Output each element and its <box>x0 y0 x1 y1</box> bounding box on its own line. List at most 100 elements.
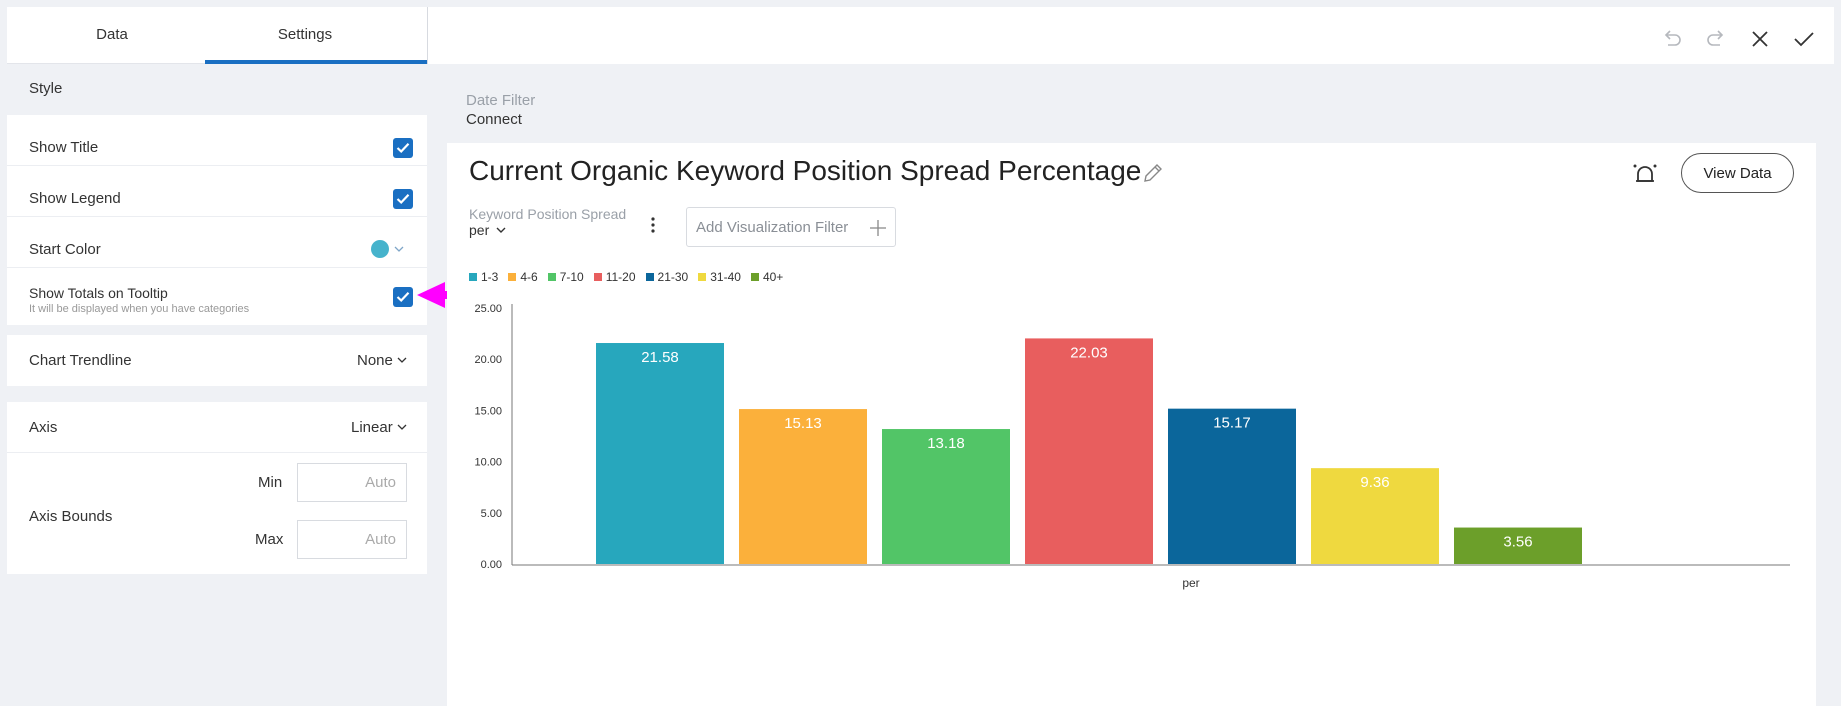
legend-item[interactable]: 4-6 <box>508 270 538 284</box>
color-swatch <box>371 240 389 258</box>
y-tick-label: 5.00 <box>481 508 502 520</box>
axis-min-label: Min <box>258 474 283 491</box>
check-icon[interactable] <box>1791 26 1817 52</box>
legend-label: 31-40 <box>710 270 741 284</box>
bar-data-label: 22.03 <box>1070 344 1108 361</box>
checkmark-icon <box>396 194 410 205</box>
panel-tabs: Data Settings <box>7 7 433 64</box>
show-title-row: Show Title <box>7 115 427 166</box>
pencil-icon[interactable] <box>1141 161 1165 185</box>
tab-data[interactable]: Data <box>96 26 128 43</box>
view-data-button[interactable]: View Data <box>1681 153 1794 193</box>
y-tick-label: 0.00 <box>481 559 502 571</box>
show-totals-sublabel: It will be displayed when you have categ… <box>29 303 250 315</box>
show-legend-row: Show Legend <box>7 166 427 217</box>
settings-panel: Data Settings Style Show Title Show Lege… <box>7 7 433 706</box>
start-color-row: Start Color <box>7 217 427 268</box>
legend-swatch <box>698 273 707 281</box>
chart-trendline-value: None <box>357 352 393 369</box>
legend-swatch <box>469 273 477 281</box>
keyword-position-value: per <box>469 222 490 238</box>
show-title-label: Show Title <box>29 139 99 156</box>
bar-21-30[interactable] <box>1168 408 1296 564</box>
legend-item[interactable]: 7-10 <box>547 270 584 284</box>
style-section-header: Style <box>29 80 63 97</box>
show-title-checkbox[interactable] <box>393 138 413 158</box>
panel-divider <box>427 7 428 64</box>
show-totals-row: Show Totals on Tooltip It will be displa… <box>7 268 427 325</box>
show-legend-checkbox[interactable] <box>393 189 413 209</box>
bar-1-3[interactable] <box>596 343 724 564</box>
undo-icon[interactable] <box>1659 26 1685 52</box>
bar-7-10[interactable] <box>882 429 1010 564</box>
close-icon[interactable] <box>1747 26 1773 52</box>
bar-data-label: 9.36 <box>1360 474 1389 491</box>
bar-40+[interactable] <box>1454 527 1582 564</box>
keyword-position-label: Keyword Position Spread <box>469 206 627 222</box>
chart-widget: Current Organic Keyword Position Spread … <box>447 143 1816 706</box>
legend-swatch <box>750 273 759 281</box>
bar-data-label: 15.17 <box>1213 415 1251 432</box>
legend-label: 1-3 <box>481 270 499 284</box>
bar-data-label: 21.58 <box>641 349 679 366</box>
start-color-picker[interactable] <box>371 239 407 259</box>
chart-legend: 1-3 4-6 7-10 11-20 21-30 31-40 40+ <box>469 270 793 284</box>
bar-data-label: 15.13 <box>784 415 822 432</box>
bar-data-label: 13.18 <box>927 435 965 452</box>
bar-11-20[interactable] <box>1025 338 1153 564</box>
legend-swatch <box>645 273 654 281</box>
axis-dropdown[interactable]: Linear <box>351 419 407 436</box>
y-tick-label: 15.00 <box>474 405 502 417</box>
chevron-down-icon <box>397 424 407 430</box>
bar-data-label: 3.56 <box>1503 534 1532 551</box>
bar-4-6[interactable] <box>739 409 867 564</box>
legend-swatch <box>547 273 556 281</box>
redo-icon[interactable] <box>1703 26 1729 52</box>
show-totals-label: Show Totals on Tooltip <box>29 285 168 301</box>
axis-label: Axis <box>29 419 58 436</box>
axis-row: Axis Linear <box>7 402 427 453</box>
legend-item[interactable]: 1-3 <box>469 270 498 284</box>
axis-max-label: Max <box>255 531 284 548</box>
x-tick-label: per <box>1182 576 1199 590</box>
legend-swatch <box>508 273 517 281</box>
legend-label: 11-20 <box>605 270 636 284</box>
legend-label: 7-10 <box>559 270 584 284</box>
legend-label: 4-6 <box>520 270 538 284</box>
chevron-down-icon <box>397 357 407 363</box>
show-legend-label: Show Legend <box>29 190 121 207</box>
alarm-icon[interactable] <box>1631 161 1659 189</box>
axis-max-input[interactable] <box>297 520 407 559</box>
date-filter-value[interactable]: Connect <box>466 111 522 128</box>
tab-settings[interactable]: Settings <box>277 26 333 43</box>
legend-item[interactable]: 40+ <box>750 270 784 284</box>
show-totals-checkbox[interactable] <box>393 287 413 307</box>
start-color-label: Start Color <box>29 241 101 258</box>
bar-31-40[interactable] <box>1311 468 1439 564</box>
legend-item[interactable]: 11-20 <box>593 270 636 284</box>
top-toolbar <box>428 7 1834 64</box>
chart-trendline-label: Chart Trendline <box>29 352 132 369</box>
trendline-section: Chart Trendline None <box>7 335 427 386</box>
checkmark-icon <box>396 143 410 154</box>
y-tick-label: 25.00 <box>474 303 502 315</box>
keyword-position-dropdown[interactable]: per <box>469 222 506 238</box>
add-visualization-filter[interactable]: Add Visualization Filter <box>686 207 896 247</box>
axis-value: Linear <box>351 419 393 436</box>
axis-min-input[interactable] <box>297 463 407 502</box>
axis-section: Axis Linear Axis Bounds Min Max <box>7 402 427 574</box>
legend-label: 40+ <box>762 270 784 284</box>
legend-item[interactable]: 31-40 <box>698 270 741 284</box>
legend-item[interactable]: 21-30 <box>645 270 688 284</box>
chevron-down-icon <box>496 227 506 233</box>
style-section: Show Title Show Legend Start Color Show … <box>7 115 427 325</box>
y-tick-label: 10.00 <box>474 457 502 469</box>
kebab-menu-icon[interactable] <box>647 215 659 235</box>
axis-bounds-label: Axis Bounds <box>29 508 113 525</box>
chart-trendline-dropdown[interactable]: None <box>357 352 407 369</box>
y-tick-label: 20.00 <box>474 354 502 366</box>
checkmark-icon <box>396 292 410 303</box>
active-tab-indicator <box>205 60 433 64</box>
viz-filter-placeholder: Add Visualization Filter <box>696 219 849 236</box>
plus-icon <box>870 220 886 236</box>
